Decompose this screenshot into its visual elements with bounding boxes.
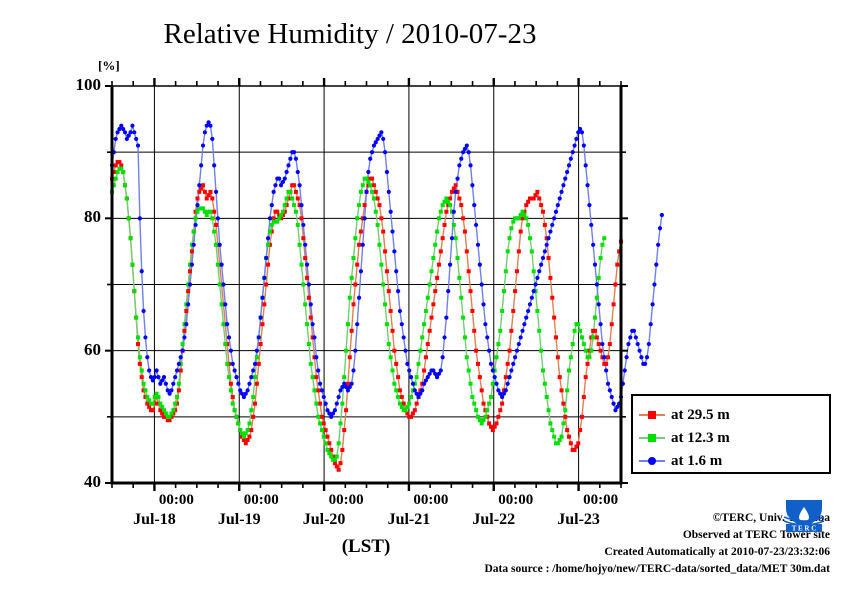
legend-swatch-icon <box>639 432 665 444</box>
x-axis-time-label: 00:00 <box>583 492 619 508</box>
page-title: Relative Humidity / 2010-07-23 <box>163 18 537 50</box>
x-axis-time-label: 00:00 <box>328 492 364 508</box>
x-axis-date-label: Jul-18 <box>133 511 176 528</box>
svg-text:T E R C: T E R C <box>792 525 817 533</box>
x-axis-date-label: Jul-19 <box>217 511 261 528</box>
x-axis-time-label: 00:00 <box>413 492 449 508</box>
x-axis-title: (LST) <box>341 536 391 557</box>
y-axis-tick-label: 100 <box>75 75 102 94</box>
footer-created: Created Automatically at 2010-07-23/23:3… <box>604 546 830 558</box>
legend-label: at 12.3 m <box>671 429 730 446</box>
legend: at 29.5 m at 12.3 m at 1.6 m <box>631 394 831 474</box>
data-series-group <box>109 120 664 472</box>
legend-marker <box>648 411 656 419</box>
terc-logo-icon: T E R C <box>783 500 825 532</box>
x-axis-date-label: Jul-23 <box>557 511 600 528</box>
y-axis-tick-label: 40 <box>84 472 101 491</box>
legend-label: at 1.6 m <box>671 452 723 469</box>
legend-swatch-icon <box>639 409 665 421</box>
axis-ticks <box>105 78 628 491</box>
y-axis-tick-label: 80 <box>84 207 101 227</box>
x-axis-date-label: Jul-22 <box>472 511 516 528</box>
footer-data-source: Data source : /home/hojyo/new/TERC-data/… <box>484 563 830 575</box>
legend-item[interactable]: at 12.3 m <box>639 426 730 450</box>
y-axis-tick-label: 60 <box>84 339 101 359</box>
legend-item[interactable]: at 1.6 m <box>639 449 722 473</box>
legend-item[interactable]: at 29.5 m <box>639 403 730 427</box>
y-axis-unit-label: [%] <box>98 58 120 73</box>
x-axis-time-label: 00:00 <box>158 492 194 508</box>
x-axis-time-label: 00:00 <box>243 492 279 508</box>
footer-observed: Observed at TERC Tower site <box>682 529 830 541</box>
legend-label: at 29.5 m <box>671 406 730 423</box>
x-axis-time-label: 00:00 <box>498 492 534 508</box>
legend-marker <box>648 457 656 465</box>
x-axis-date-label: Jul-20 <box>302 511 346 528</box>
legend-marker <box>648 434 656 442</box>
x-axis-date-label: Jul-21 <box>387 511 431 528</box>
legend-swatch-icon <box>639 455 665 467</box>
